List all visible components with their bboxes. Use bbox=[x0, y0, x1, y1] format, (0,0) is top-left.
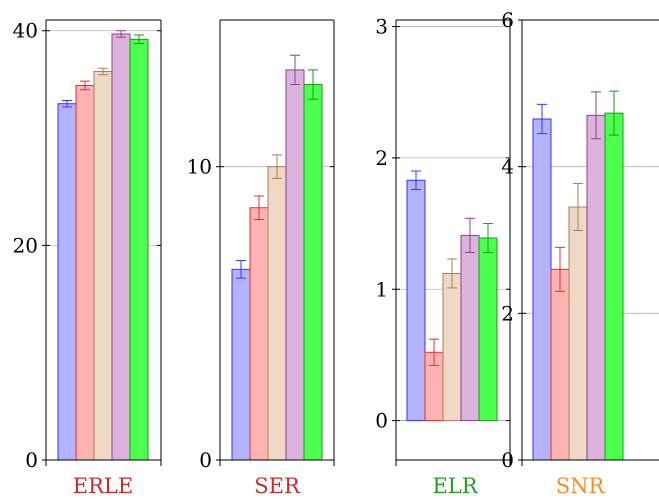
elr-bar-blue bbox=[406, 179, 426, 422]
snr-ytick-label: 2 bbox=[501, 301, 514, 325]
snr-ytick-label: 4 bbox=[501, 155, 514, 179]
erle-ytick-label: 40 bbox=[13, 19, 38, 43]
snr-ytick-label: 6 bbox=[501, 8, 514, 32]
erle-bar-violet bbox=[111, 33, 131, 461]
ser-ytick-label: 0 bbox=[199, 448, 212, 472]
elr-panel-label: ELR bbox=[432, 474, 478, 498]
elr-bar-green bbox=[478, 237, 498, 422]
elr-bar-brown bbox=[442, 272, 462, 422]
snr-ytick-label: 0 bbox=[501, 448, 514, 472]
ser-ytick-label: 10 bbox=[187, 155, 212, 179]
ser-bar-green bbox=[303, 84, 323, 461]
erle-bar-blue bbox=[57, 103, 77, 461]
snr-bar-violet bbox=[586, 114, 606, 461]
snr-bar-green bbox=[604, 112, 624, 461]
erle-ytick-label: 0 bbox=[25, 448, 38, 472]
erle-panel-label: ERLE bbox=[73, 474, 133, 498]
ser-bar-brown bbox=[267, 166, 287, 461]
snr-panel-label: SNR bbox=[556, 474, 606, 498]
ser-bar-red bbox=[249, 207, 269, 461]
erle-ytick-label: 20 bbox=[13, 233, 38, 257]
elr-ytick-label: 1 bbox=[375, 277, 388, 301]
snr-bar-blue bbox=[532, 118, 552, 461]
elr-bar-violet bbox=[460, 234, 480, 422]
elr-ytick-label: 0 bbox=[375, 409, 388, 433]
snr-bar-red bbox=[550, 268, 570, 461]
ser-panel-label: SER bbox=[254, 474, 301, 498]
erle-bar-red bbox=[75, 84, 95, 461]
ser-bar-violet bbox=[285, 69, 305, 461]
erle-bar-brown bbox=[93, 71, 113, 461]
elr-ytick-label: 2 bbox=[375, 146, 388, 170]
erle-bar-green bbox=[129, 38, 149, 461]
elr-ytick-label: 3 bbox=[375, 15, 388, 39]
snr-bar-brown bbox=[568, 206, 588, 461]
ser-bar-blue bbox=[231, 268, 251, 461]
